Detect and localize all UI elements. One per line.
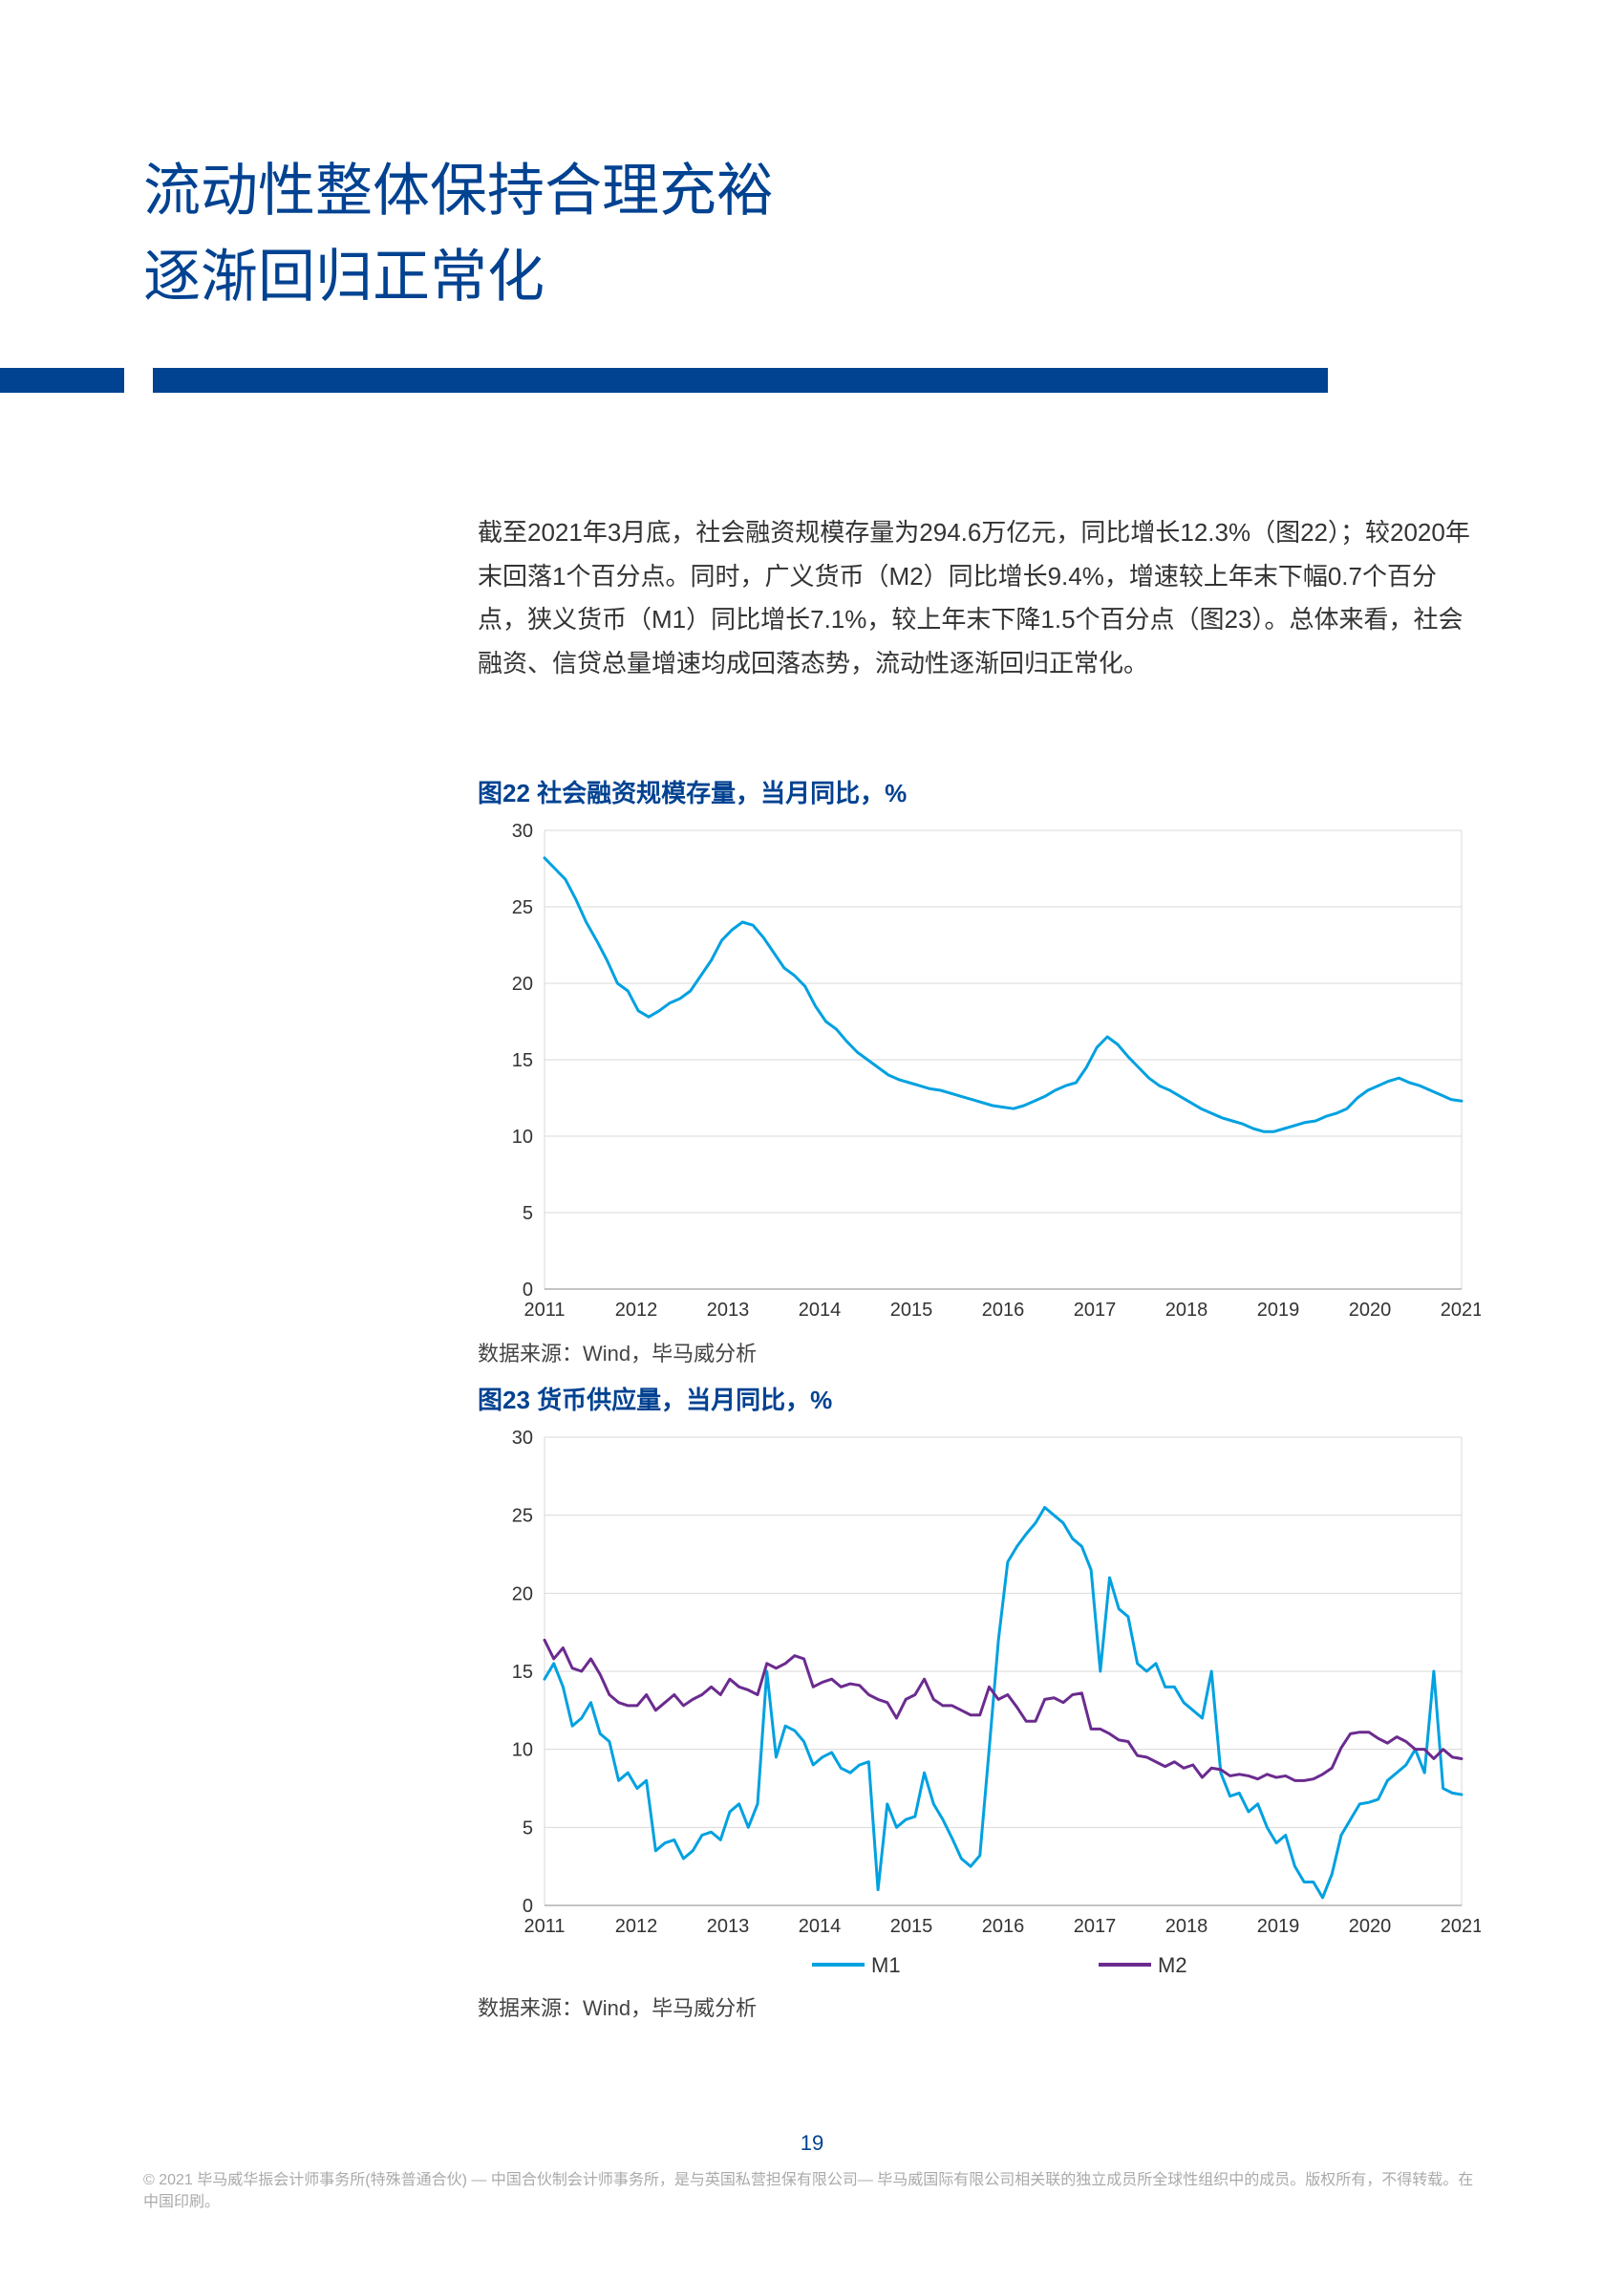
svg-text:25: 25 xyxy=(512,897,533,918)
svg-text:2015: 2015 xyxy=(890,1916,933,1937)
svg-text:20: 20 xyxy=(512,974,533,995)
svg-text:2020: 2020 xyxy=(1349,1916,1392,1937)
chart-23: 0 5 10 15 20 25 30 2011 2012 2013 2014 2015 2016 2017… xyxy=(478,1428,1481,1982)
svg-text:2011: 2011 xyxy=(524,1300,565,1321)
svg-text:30: 30 xyxy=(512,821,533,842)
svg-text:2014: 2014 xyxy=(799,1916,842,1937)
svg-text:2017: 2017 xyxy=(1074,1916,1117,1937)
svg-text:2012: 2012 xyxy=(615,1916,658,1937)
svg-text:2016: 2016 xyxy=(982,1300,1025,1321)
chart-23-title: 图23 货币供应量，当月同比，% xyxy=(478,1381,1481,1416)
svg-text:0: 0 xyxy=(523,1280,533,1301)
chart-22-source: 数据来源：Wind，毕马威分析 xyxy=(478,1337,1481,1367)
svg-text:2016: 2016 xyxy=(982,1916,1025,1937)
chart-23-block: 图23 货币供应量，当月同比，% 0 5 10 15 20 25 30 2011 2012 201… xyxy=(478,1381,1481,2022)
svg-text:10: 10 xyxy=(512,1127,533,1148)
svg-text:25: 25 xyxy=(512,1506,533,1527)
svg-text:15: 15 xyxy=(512,1050,533,1071)
svg-text:2015: 2015 xyxy=(890,1300,933,1321)
title-line-2: 逐渐回归正常化 xyxy=(143,234,774,320)
svg-text:10: 10 xyxy=(512,1740,533,1761)
svg-text:5: 5 xyxy=(523,1203,533,1224)
chart-22-title: 图22 社会融资规模存量，当月同比，% xyxy=(478,774,1481,809)
svg-text:2021: 2021 xyxy=(1441,1916,1481,1937)
body-paragraph: 截至2021年3月底，社会融资规模存量为294.6万亿元，同比增长12.3%（图… xyxy=(478,511,1471,685)
svg-text:30: 30 xyxy=(512,1428,533,1449)
svg-text:2017: 2017 xyxy=(1074,1300,1117,1321)
chart-22: 0 5 10 15 20 25 30 2011 2012 2013 2014 2015 2016 2017… xyxy=(478,821,1481,1327)
chart-23-source: 数据来源：Wind，毕马威分析 xyxy=(478,1991,1481,2022)
title-bar-short xyxy=(0,368,124,393)
svg-text:M1: M1 xyxy=(871,1953,901,1977)
page-number: 19 xyxy=(0,2131,1624,2156)
svg-text:2013: 2013 xyxy=(707,1916,750,1937)
svg-text:2018: 2018 xyxy=(1165,1300,1208,1321)
svg-text:0: 0 xyxy=(523,1896,533,1917)
svg-text:2018: 2018 xyxy=(1165,1916,1208,1937)
svg-text:2012: 2012 xyxy=(615,1300,658,1321)
page-title: 流动性整体保持合理充裕 逐渐回归正常化 xyxy=(143,148,774,320)
svg-text:2019: 2019 xyxy=(1257,1300,1300,1321)
svg-text:2011: 2011 xyxy=(524,1916,565,1937)
svg-text:2013: 2013 xyxy=(707,1300,750,1321)
title-bar-long xyxy=(153,368,1328,393)
svg-text:15: 15 xyxy=(512,1662,533,1683)
svg-text:2021: 2021 xyxy=(1441,1300,1481,1321)
chart-22-block: 图22 社会融资规模存量，当月同比，% 0 5 10 15 20 25 30 2011 2012… xyxy=(478,774,1481,1367)
svg-text:2019: 2019 xyxy=(1257,1916,1300,1937)
svg-text:20: 20 xyxy=(512,1583,533,1604)
svg-text:2014: 2014 xyxy=(799,1300,842,1321)
svg-text:2020: 2020 xyxy=(1349,1300,1392,1321)
title-line-1: 流动性整体保持合理充裕 xyxy=(143,148,774,234)
svg-text:M2: M2 xyxy=(1158,1953,1187,1977)
footer-copyright: © 2021 毕马威华振会计师事务所(特殊普通合伙) — 中国合伙制会计师事务所… xyxy=(143,2169,1481,2213)
svg-text:5: 5 xyxy=(523,1818,533,1839)
